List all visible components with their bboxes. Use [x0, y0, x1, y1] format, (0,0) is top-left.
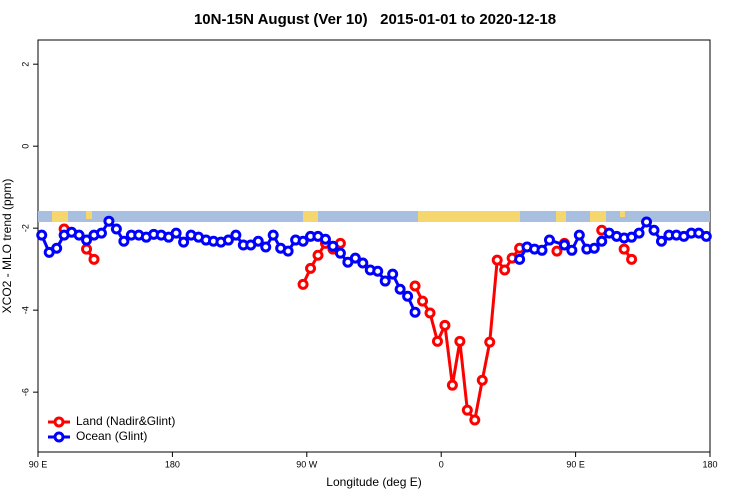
data-point: [36, 229, 48, 241]
data-point: [558, 239, 570, 251]
data-point: [461, 404, 473, 416]
data-point: [312, 249, 324, 261]
y-tick-label: -2: [20, 224, 30, 232]
data-point: [81, 243, 93, 255]
data-point: [476, 374, 488, 386]
data-point: [103, 215, 115, 227]
legend-label: Land (Nadir&Glint): [76, 414, 175, 428]
data-point: [484, 336, 496, 348]
data-point: [514, 253, 526, 265]
data-point: [252, 235, 264, 247]
data-point: [297, 278, 309, 290]
data-point: [633, 227, 645, 239]
x-tick-label: 90 E: [29, 459, 48, 469]
plot-frame: [37, 39, 711, 453]
data-point: [402, 290, 414, 302]
x-tick-label: 180: [165, 459, 180, 469]
chart-title: 10N-15N August (Ver 10) 2015-01-01 to 20…: [194, 11, 556, 28]
x-tick-label: 90 W: [296, 459, 318, 469]
legend-marker: [53, 431, 65, 443]
y-tick-label: -6: [20, 388, 30, 396]
data-point: [305, 262, 317, 274]
y-tick-label: -4: [20, 306, 30, 314]
data-point: [319, 233, 331, 245]
map-strip: [38, 211, 710, 222]
data-point: [573, 229, 585, 241]
data-point: [118, 235, 130, 247]
data-point: [536, 244, 548, 256]
data-point: [424, 307, 436, 319]
data-point: [334, 247, 346, 259]
data-point: [626, 253, 638, 265]
data-point: [357, 257, 369, 269]
data-point: [230, 229, 242, 241]
x-axis-label: Longitude (deg E): [326, 475, 421, 489]
data-point: [491, 254, 503, 266]
x-tick-label: 90 E: [566, 459, 585, 469]
data-point: [588, 242, 600, 254]
legend-label: Ocean (Glint): [76, 429, 147, 443]
data-point: [349, 252, 361, 264]
data-point: [469, 414, 481, 426]
data-point: [551, 245, 563, 257]
x-tick-label: 180: [702, 459, 717, 469]
data-point: [446, 379, 458, 391]
data-point: [327, 240, 339, 252]
data-point: [51, 242, 63, 254]
data-point: [439, 319, 451, 331]
data-point: [73, 229, 85, 241]
data-point: [394, 283, 406, 295]
data-point: [170, 227, 182, 239]
data-point: [297, 235, 309, 247]
data-point: [409, 306, 421, 318]
data-point: [543, 234, 555, 246]
y-axis-label: XCO2 - MLO trend (ppm): [0, 179, 14, 314]
data-point: [222, 234, 234, 246]
data-point: [387, 268, 399, 280]
data-point: [81, 234, 93, 246]
data-point: [282, 245, 294, 257]
legend-marker: [53, 416, 65, 428]
data-point: [431, 335, 443, 347]
y-tick-label: 2: [20, 62, 30, 67]
data-point: [267, 229, 279, 241]
data-point: [655, 235, 667, 247]
data-point: [618, 243, 630, 255]
x-tick-label: 0: [439, 459, 444, 469]
data-point: [596, 235, 608, 247]
data-point: [372, 265, 384, 277]
data-point: [648, 224, 660, 236]
data-point: [178, 236, 190, 248]
data-point: [499, 264, 511, 276]
data-point: [409, 280, 421, 292]
data-point: [95, 227, 107, 239]
data-point: [88, 253, 100, 265]
data-point: [110, 223, 122, 235]
data-point: [417, 295, 429, 307]
y-tick-label: 0: [20, 144, 30, 149]
data-point: [260, 241, 272, 253]
data-point: [641, 216, 653, 228]
data-point: [566, 244, 578, 256]
data-point: [700, 230, 712, 242]
data-point: [454, 335, 466, 347]
data-point: [379, 275, 391, 287]
